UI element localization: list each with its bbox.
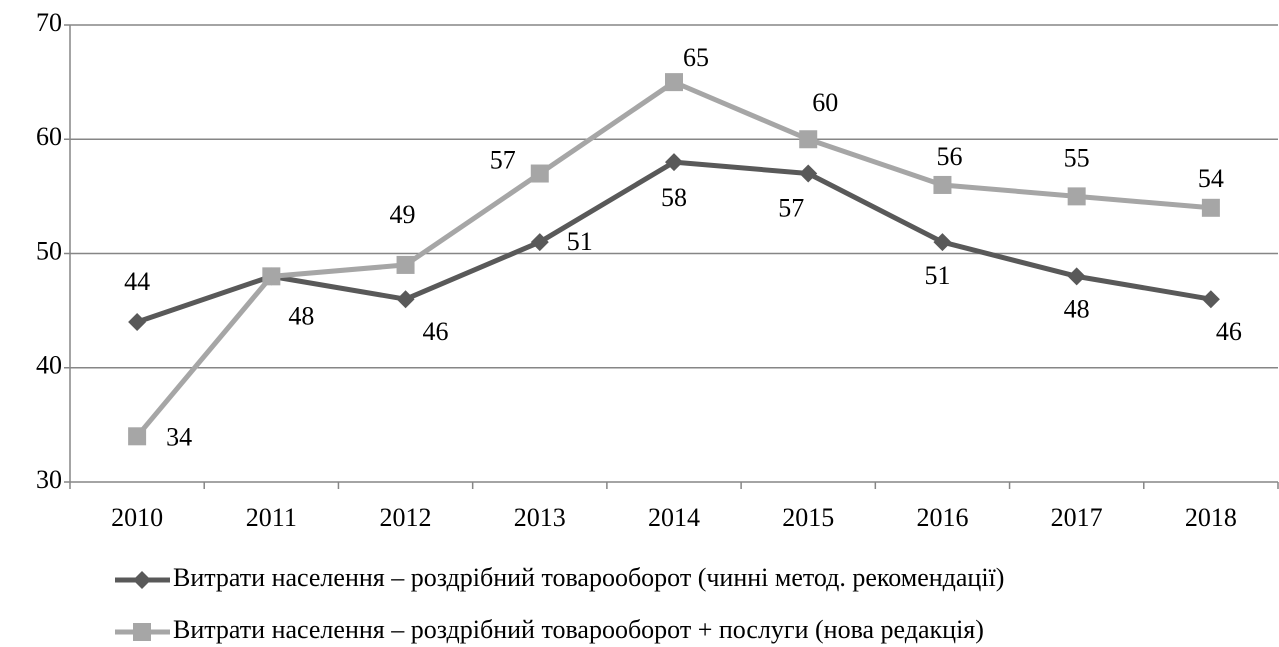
data-label: 48 [1064,294,1090,323]
data-label: 65 [683,43,709,72]
x-tick-label: 2014 [648,503,700,532]
data-label: 57 [778,193,804,222]
legend-label: Витрати населення – роздрібний товарообо… [173,615,984,644]
data-label: 55 [1064,143,1090,172]
y-tick-label: 30 [36,465,62,494]
data-point [1067,267,1086,286]
data-point [665,153,683,172]
legend-marker [133,623,151,641]
data-label: 58 [661,183,687,212]
x-tick-label: 2010 [111,503,163,532]
data-label: 46 [423,317,449,346]
data-label: 51 [567,227,593,256]
data-point [262,267,281,286]
data-point [665,73,683,92]
data-point [128,313,147,332]
x-tick-label: 2016 [916,503,968,532]
data-point [396,290,415,309]
y-tick-label: 60 [36,122,62,151]
x-tick-label: 2018 [1185,503,1237,532]
x-tick-label: 2012 [380,503,432,532]
y-tick-label: 70 [36,8,62,37]
data-label: 34 [166,422,192,451]
series-line [135,79,1212,438]
data-point [1201,198,1220,217]
data-point [933,175,952,194]
data-label: 44 [124,267,150,296]
y-tick-label: 40 [36,351,62,380]
y-tick-label: 50 [36,236,62,265]
x-tick-label: 2013 [514,503,566,532]
legend-label: Витрати населення – роздрібний товарообо… [173,563,1004,592]
data-label: 57 [490,145,516,174]
data-point [1067,187,1086,206]
data-label: 46 [1216,317,1242,346]
data-label: 48 [288,301,314,330]
data-point [799,130,818,149]
data-label: 54 [1198,164,1224,193]
data-point [530,233,549,252]
data-point [799,164,818,183]
legend-marker [133,571,151,589]
x-tick-label: 2017 [1051,503,1103,532]
data-label: 56 [936,142,962,171]
data-point [933,233,952,252]
data-point [396,255,415,274]
data-point [1201,290,1220,309]
data-point [128,427,147,446]
data-label: 60 [812,88,838,117]
data-point [530,164,549,183]
data-label: 49 [390,200,416,229]
x-tick-label: 2015 [782,503,834,532]
data-label: 51 [924,261,950,290]
x-tick-label: 2011 [246,503,297,532]
